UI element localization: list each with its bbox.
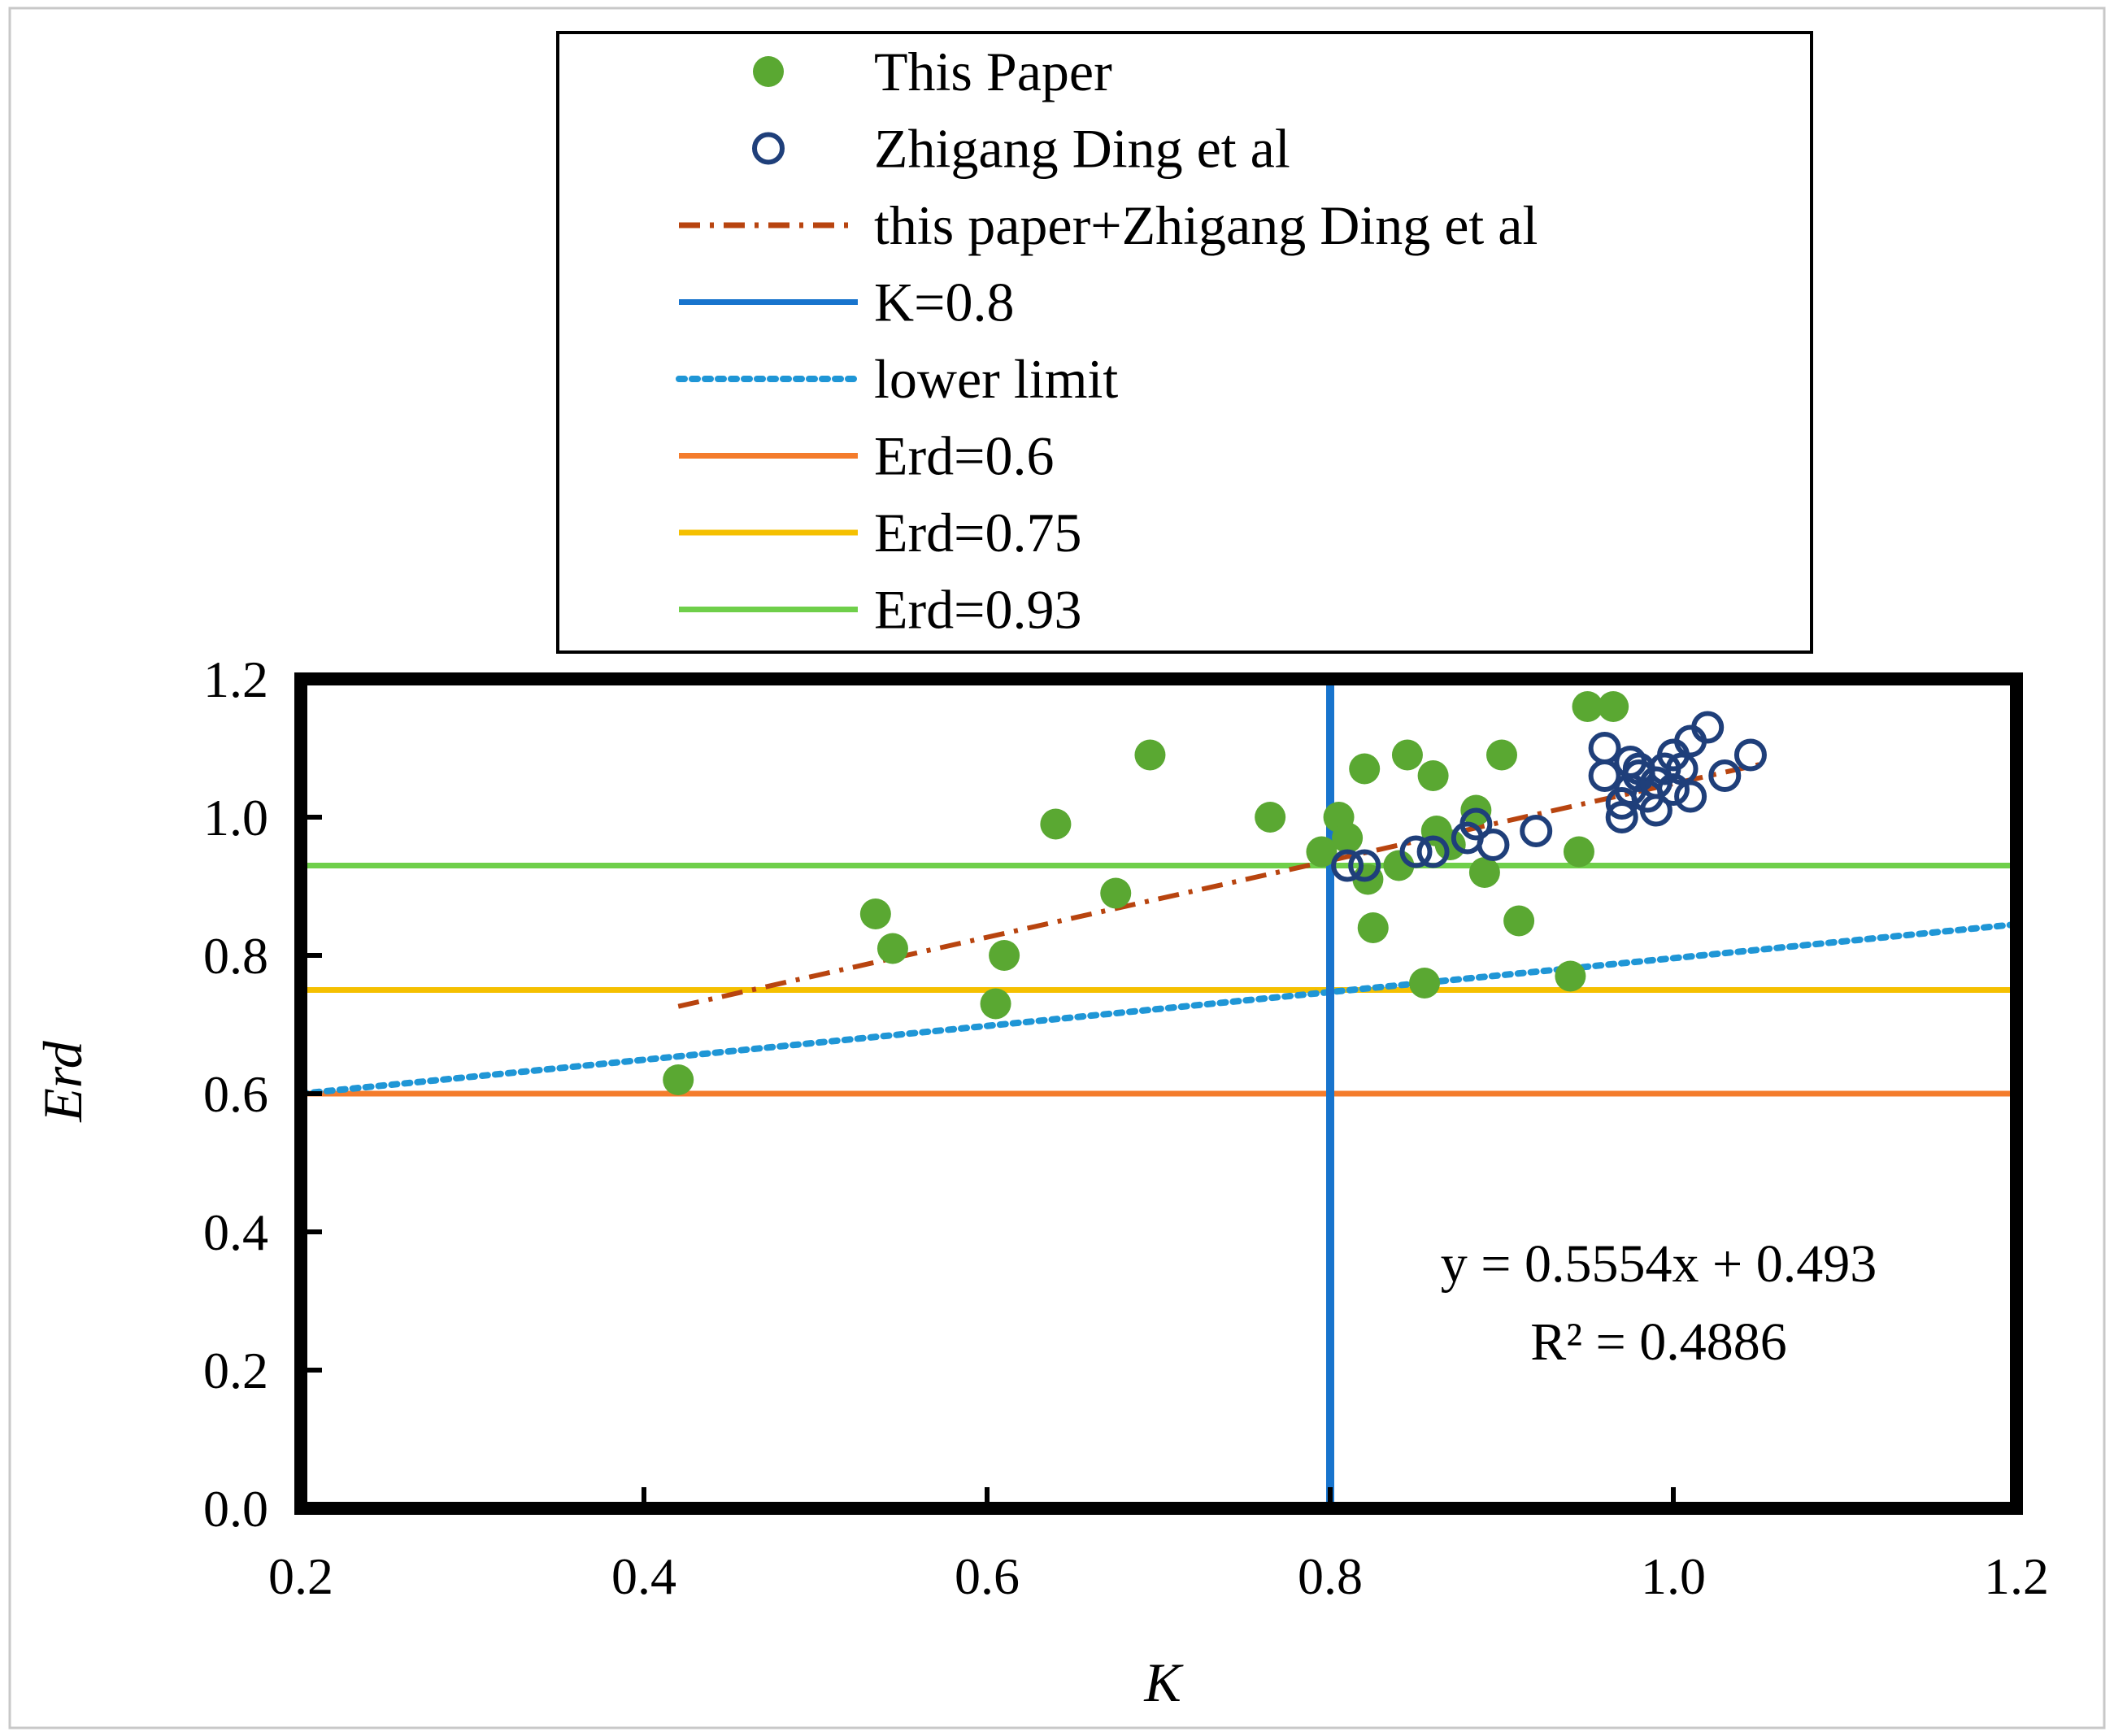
this-paper-point [1332,822,1364,854]
this-paper-point [663,1064,694,1095]
this-paper-point [1040,808,1072,840]
legend-label: Erd=0.93 [874,579,1082,641]
lower-limit-line [298,920,2020,1097]
this-paper-point [876,933,908,964]
this-paper-point [1134,739,1166,771]
y-tick-label: 1.2 [203,650,268,708]
ding-point [1708,759,1742,792]
this-paper-point [1572,691,1603,722]
this-paper-point [1486,739,1517,771]
ding-point [1477,829,1510,861]
this-paper-point [989,940,1020,971]
ding-point [1733,738,1767,772]
ding-point [1588,732,1621,764]
ding-point [1665,752,1699,785]
this-paper-point [1349,753,1381,785]
this-paper-point [1100,877,1132,909]
y-tick-label: 1.0 [203,789,268,846]
ding-point [1605,801,1638,833]
this-paper-point [1417,760,1449,791]
legend-entry: lower limit [676,348,1118,410]
y-tick-label: 0.0 [203,1480,268,1538]
x-tick-label: 0.6 [955,1547,1020,1605]
ding-point [1520,815,1553,847]
y-axis-title: Erd [32,1040,94,1122]
this-paper-point [1503,905,1535,937]
this-paper-point [980,988,1011,1020]
x-tick-label: 1.2 [1984,1547,2049,1605]
ding-point [1674,780,1707,813]
this-paper-point [1306,836,1338,868]
this-paper-point [1391,739,1423,771]
legend-label: Zhigang Ding et al [874,118,1290,180]
this-paper-point [1434,829,1466,860]
plot-area: 0.2 0.4 0.6 0.8 1.0 1.2 0.00.20.40.60.81.01.2 [203,650,2049,1605]
ding-point [1459,807,1493,841]
this-paper-point [1555,960,1586,992]
ding-point [1416,835,1450,868]
x-tick-label: 1.0 [1641,1547,1706,1605]
legend-entry: K=0.8 [679,272,1014,333]
x-tick-label: 0.2 [268,1547,333,1605]
ding-point [1331,849,1364,882]
this-paper-point [1255,802,1286,833]
legend-label: this paper+Zhigang Ding et al [874,194,1538,256]
legend-entry: Zhigang Ding et al [752,118,1290,180]
ding-point [1399,835,1433,868]
y-tick-label: 0.6 [203,1065,268,1123]
legend-entry: Erd=0.75 [679,502,1082,563]
legend: This Paper Zhigang Ding et al this paper+Z… [556,31,1813,654]
this-paper-point [1598,691,1629,722]
legend-symbol [752,132,785,165]
ding-point [1348,849,1381,882]
x-tick-label: 0.8 [1298,1547,1363,1605]
this-paper-point [1563,836,1594,868]
x-tick-label: 0.4 [611,1547,676,1605]
trendline-r-squared: R² = 0.4886 [1530,1312,1787,1372]
legend-entry: Erd=0.6 [679,425,1055,487]
legend-label: K=0.8 [874,272,1014,333]
legend-symbol [753,56,784,87]
legend-entry: Erd=0.93 [679,579,1082,641]
y-tick-label: 0.8 [203,927,268,985]
legend-entry: This Paper [753,41,1112,102]
trendline [677,762,1760,1009]
y-tick-label: 0.2 [203,1342,268,1399]
ding-point [1657,773,1690,806]
this-paper-point [1383,850,1415,881]
y-tick-label: 0.4 [203,1203,268,1261]
legend-label: lower limit [874,348,1118,410]
this-paper-point [1468,857,1500,888]
this-paper-point [1409,968,1441,999]
legend-entry: this paper+Zhigang Ding et al [679,194,1538,256]
x-axis-title: K [1143,1651,1184,1713]
legend-label: Erd=0.75 [874,502,1082,563]
ding-point [1691,711,1725,744]
this-paper-point [859,898,891,929]
legend-label: This Paper [874,41,1112,102]
legend-label: Erd=0.6 [874,425,1055,487]
this-paper-point [1357,912,1389,943]
trendline-equation: y = 0.5554x + 0.493 [1441,1234,1877,1294]
